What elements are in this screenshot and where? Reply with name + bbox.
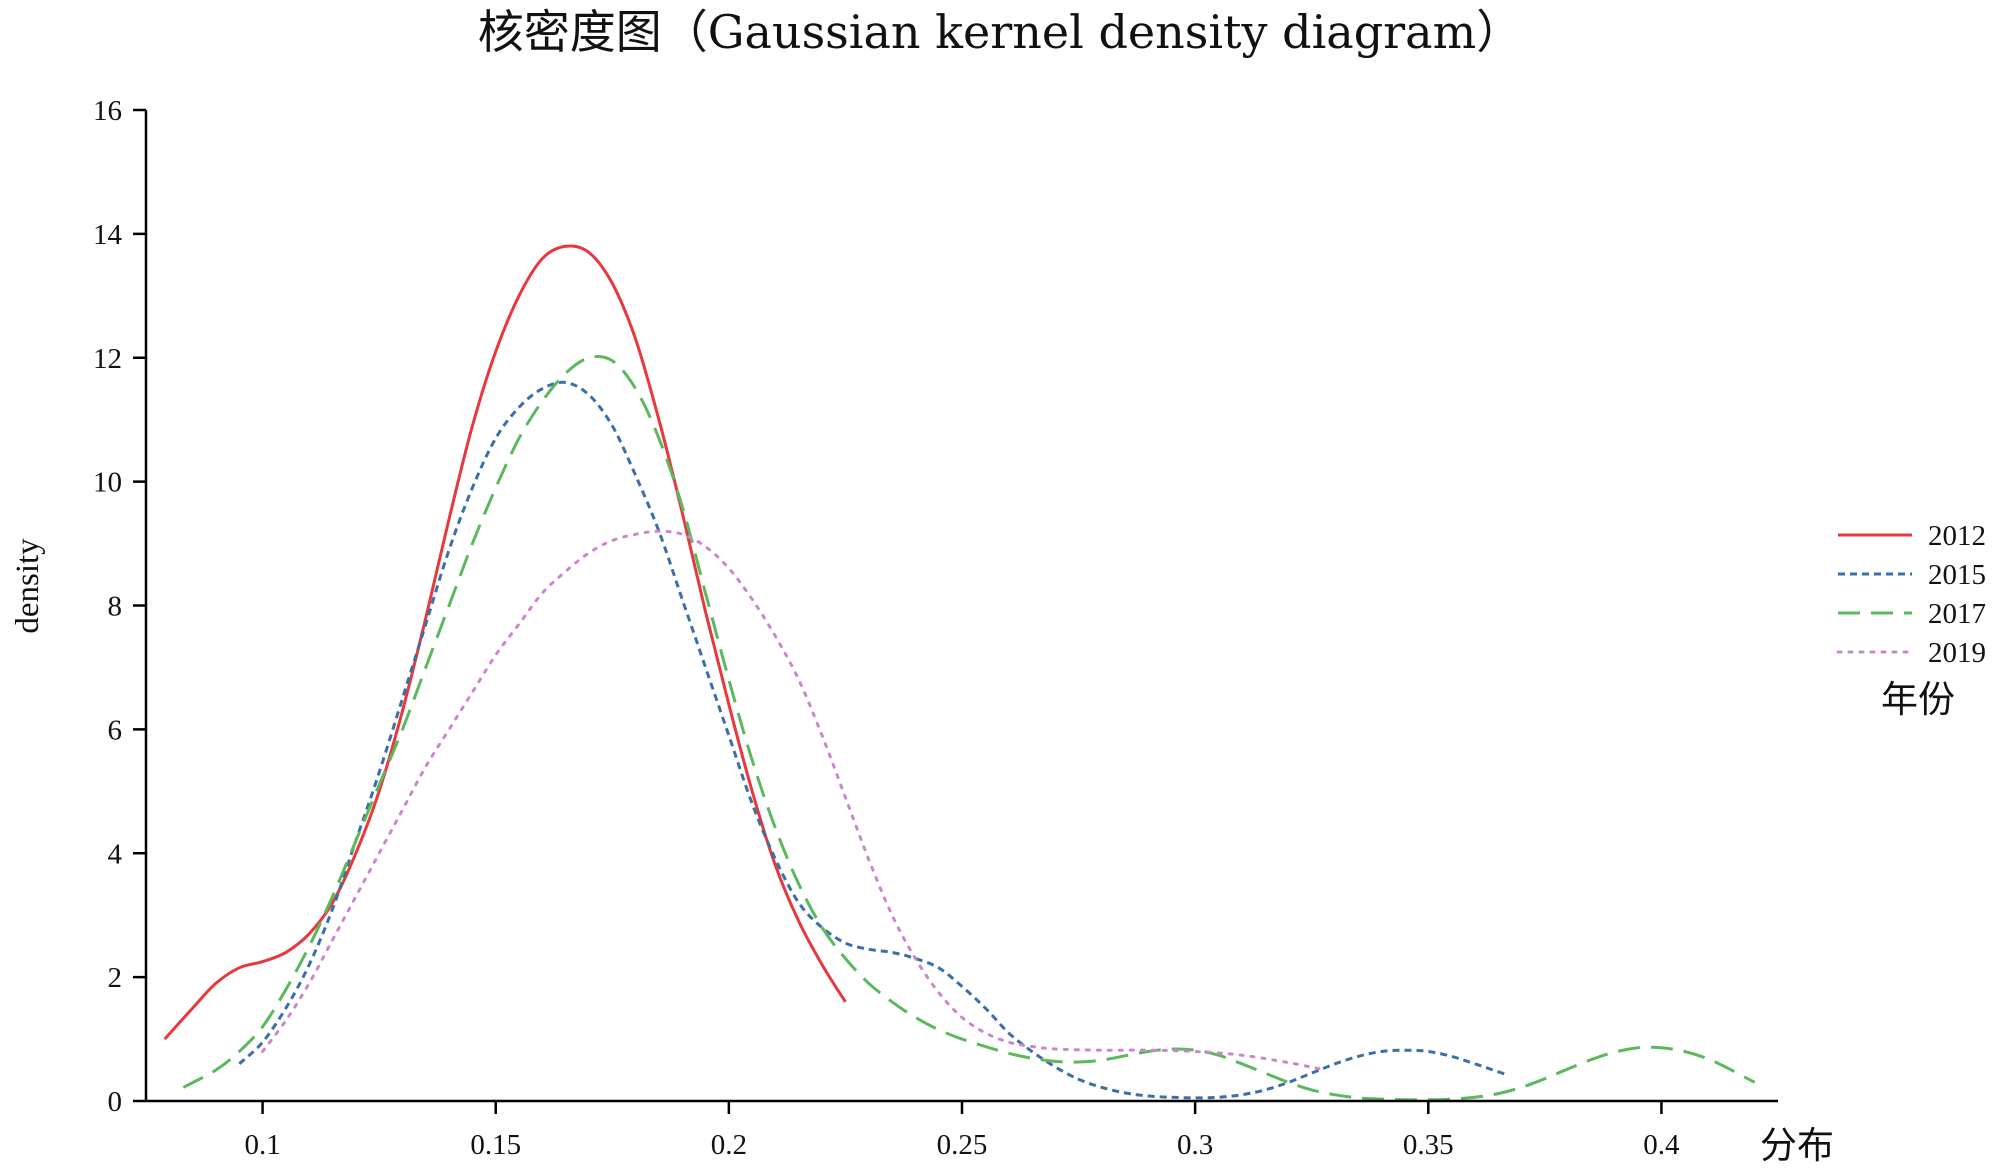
chart-title: 核密度图（Gaussian kernel density diagram）	[478, 5, 1522, 59]
x-ticks: 0.1 0.15 0.2 0.25 0.3 0.35 0.4	[244, 1101, 1680, 1161]
legend-label-2019: 2019	[1928, 637, 1986, 669]
x-tick-label: 0.25	[937, 1129, 988, 1161]
y-tick-label: 14	[93, 219, 123, 251]
x-tick-label: 0.4	[1643, 1129, 1680, 1161]
x-tick-label: 0.35	[1403, 1129, 1454, 1161]
series-lines	[163, 244, 1756, 1102]
y-tick-label: 10	[93, 467, 122, 499]
series-line-2012	[163, 244, 847, 1041]
y-tick-label: 0	[108, 1086, 123, 1118]
legend-label-2017: 2017	[1928, 598, 1986, 630]
y-tick-label: 12	[93, 343, 122, 375]
legend-label-2015: 2015	[1928, 559, 1986, 591]
legend-items: 2012 2015 2017 2019	[1836, 520, 1986, 669]
legend-label-2012: 2012	[1928, 520, 1986, 552]
x-tick-label: 0.1	[244, 1129, 280, 1161]
y-tick-label: 8	[108, 591, 123, 623]
y-tick-label: 4	[108, 838, 123, 870]
y-tick-label: 2	[108, 962, 123, 994]
legend: 2012 2015 2017 2019 年份	[1836, 520, 1986, 721]
x-axis-label: 分布	[1760, 1124, 1834, 1167]
y-axis-label: density	[10, 538, 46, 634]
x-tick-label: 0.2	[711, 1129, 747, 1161]
x-tick-label: 0.15	[470, 1129, 521, 1161]
y-tick-label: 16	[93, 95, 122, 127]
y-tick-label: 6	[108, 714, 123, 746]
series-line-2019	[261, 529, 1328, 1072]
x-tick-label: 0.3	[1177, 1129, 1213, 1161]
series-line-2017	[182, 354, 1756, 1102]
y-ticks: 0 2 4 6 8 10 12 14 16	[93, 95, 146, 1118]
legend-title: 年份	[1881, 678, 1955, 721]
series-line-2015	[238, 380, 1509, 1100]
plot-area: 0 2 4 6 8 10 12 14 16 0.1 0.15 0.2 0.25 0.3 0.35 0.4	[93, 95, 1778, 1161]
